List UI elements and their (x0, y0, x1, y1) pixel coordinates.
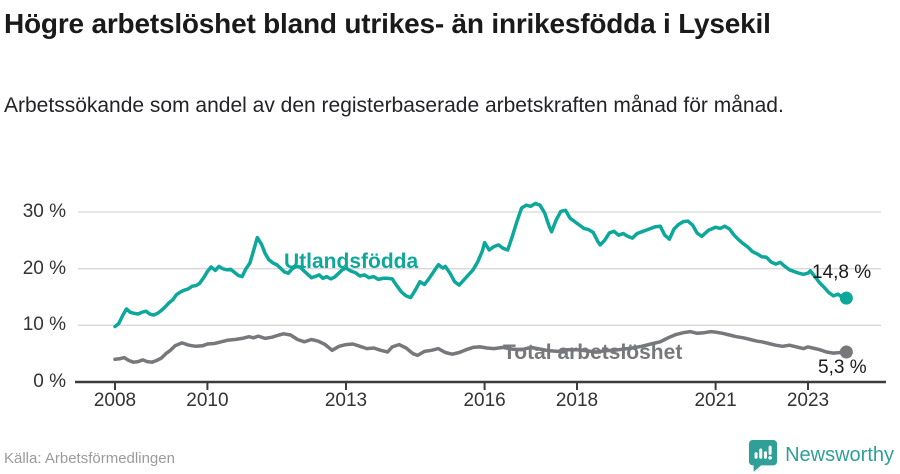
x-tick-label: 2008 (93, 390, 137, 411)
y-tick-label: 10 % (22, 314, 66, 336)
page-title: Högre arbetslöshet bland utrikes- än inr… (4, 8, 771, 39)
y-tick-label: 30 % (22, 200, 66, 222)
x-tick-label: 2013 (324, 390, 368, 411)
x-tick-label: 2023 (786, 390, 830, 411)
end-value-label-0: 14,8 % (812, 262, 872, 283)
newsworthy-brand-text: Newsworthy (785, 443, 894, 466)
series-label-0: Utlandsfödda (284, 250, 419, 273)
newsworthy-logo[interactable]: Newsworthy (748, 438, 894, 472)
chart-bubble-icon (748, 439, 778, 472)
x-tick-label: 2010 (186, 390, 229, 411)
series-line-0 (113, 201, 849, 329)
series-label-1: Total arbetslöshet (503, 341, 683, 364)
page-subtitle: Arbetssökande som andel av den registerb… (4, 94, 784, 117)
end-value-label-1: 5,3 % (818, 357, 867, 378)
x-tick-label: 2018 (555, 390, 599, 411)
y-tick-label: 0 % (33, 371, 66, 392)
series-line-1 (113, 329, 849, 364)
x-tick-label: 2021 (694, 390, 737, 411)
x-tick-label: 2016 (463, 390, 506, 411)
y-tick-label: 20 % (22, 257, 66, 279)
series-end-dot-1 (839, 345, 853, 359)
source-text: Källa: Arbetsförmedlingen (4, 450, 175, 467)
series-end-dot-0 (839, 291, 853, 305)
